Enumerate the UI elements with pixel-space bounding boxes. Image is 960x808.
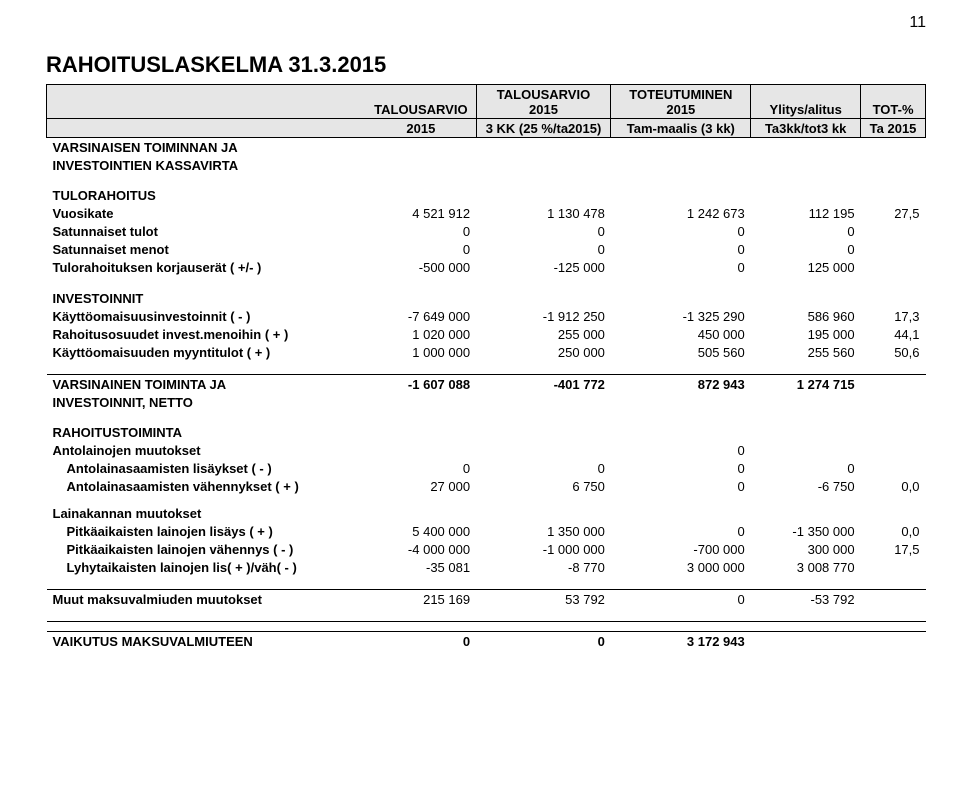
hdr-ylitys: Ylitys/alitus [751, 85, 861, 119]
hdr2-tam: Tam-maalis (3 kk) [611, 119, 751, 138]
row-satunnaiset-tulot: Satunnaiset tulot 0 0 0 0 [47, 223, 926, 241]
section-varsinaisen-2: INVESTOINTIEN KASSAVIRTA [47, 156, 926, 174]
row-myyntitulot: Käyttöomaisuuden myyntitulot ( + ) 1 000… [47, 343, 926, 361]
hdr-talousarvio2015: TALOUSARVIO 2015 [476, 85, 611, 119]
row-kayttoinvest: Käyttöomaisuusinvestoinnit ( - ) -7 649 … [47, 307, 926, 325]
row-rahoitusosuudet: Rahoitusosuudet invest.menoihin ( + ) 1 … [47, 325, 926, 343]
hdr-toteutuminen: TOTEUTUMINEN 2015 [611, 85, 751, 119]
section-investoinnit: INVESTOINNIT [47, 277, 926, 308]
row-varsinainen-sum: VARSINAINEN TOIMINTA JA -1 607 088 -401 … [47, 375, 926, 394]
section-rahoitustoiminta: RAHOITUSTOIMINTA [47, 411, 926, 442]
document-title: RAHOITUSLASKELMA 31.3.2015 [46, 52, 926, 78]
table-header-row-1: TALOUSARVIO TALOUSARVIO 2015 TOTEUTUMINE… [47, 85, 926, 119]
row-vaikutus: VAIKUTUS MAKSUVALMIUTEEN 0 0 3 172 943 [47, 632, 926, 651]
hdr2-ta3kk: Ta3kk/tot3 kk [751, 119, 861, 138]
section-tulorahoitus: TULORAHOITUS [47, 174, 926, 205]
page: 11 RAHOITUSLASKELMA 31.3.2015 TALOUSARVI… [0, 0, 960, 682]
table-header-row-2: 2015 3 KK (25 %/ta2015) Tam-maalis (3 kk… [47, 119, 926, 138]
hdr2-ta2015: Ta 2015 [861, 119, 926, 138]
row-antolainojen-muutokset: Antolainojen muutokset 0 [47, 442, 926, 460]
page-number: 11 [909, 14, 926, 32]
row-satunnaiset-menot: Satunnaiset menot 0 0 0 0 [47, 241, 926, 259]
hdr2-2015: 2015 [366, 119, 476, 138]
hdr-talousarvio: TALOUSARVIO [366, 85, 476, 119]
row-varsinainen-sum-2: INVESTOINNIT, NETTO [47, 393, 926, 411]
row-vuosikate: Vuosikate 4 521 912 1 130 478 1 242 673 … [47, 205, 926, 223]
row-pitka-vahennys: Pitkäaikaisten lainojen vähennys ( - ) -… [47, 540, 926, 558]
financial-table: TALOUSARVIO TALOUSARVIO 2015 TOTEUTUMINE… [46, 84, 926, 650]
section-lainakannan: Lainakannan muutokset [47, 496, 926, 523]
row-antol-vahennys: Antolainasaamisten vähennykset ( + ) 27 … [47, 478, 926, 496]
row-muut: Muut maksuvalmiuden muutokset 215 169 53… [47, 590, 926, 609]
row-lyhyt: Lyhytaikaisten lainojen lis( + )/väh( - … [47, 558, 926, 576]
section-varsinaisen-1: VARSINAISEN TOIMINNAN JA [47, 138, 926, 157]
row-korjauserat: Tulorahoituksen korjauserät ( +/- ) -500… [47, 259, 926, 277]
row-pitka-lisays: Pitkäaikaisten lainojen lisäys ( + ) 5 4… [47, 522, 926, 540]
hdr2-3kk: 3 KK (25 %/ta2015) [476, 119, 611, 138]
hdr-tot: TOT-% [861, 85, 926, 119]
row-antol-lisays: Antolainasaamisten lisäykset ( - ) 0 0 0… [47, 460, 926, 478]
